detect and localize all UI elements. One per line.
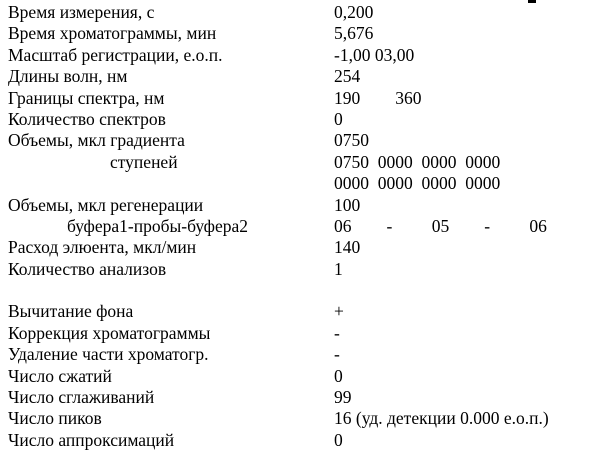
parameter-value: 190 360 — [334, 87, 422, 108]
parameter-value — [334, 280, 607, 301]
parameter-value: 1 — [334, 258, 343, 279]
spacer-row — [0, 280, 607, 301]
parameter-row: Вычитание фона + — [0, 301, 607, 322]
parameter-row: Количество анализов 1 — [0, 259, 607, 280]
parameter-value: 99 — [334, 387, 352, 408]
parameter-row: Число сжатий 0 — [0, 366, 607, 387]
parameter-row: 0000 0000 0000 0000 — [0, 173, 607, 194]
parameter-label: Границы спектра, нм — [8, 87, 165, 108]
parameter-row: буфера1-пробы-буфера2 06 - 05 - 06 — [0, 216, 607, 237]
parameter-label: Число сглаживаний — [8, 387, 155, 408]
parameter-value: 0750 — [334, 130, 369, 151]
parameter-row: Число аппроксимаций 0 — [0, 430, 607, 451]
parameter-label: Время измерения, с — [8, 2, 155, 22]
parameter-row: Число сглаживаний 99 — [0, 387, 607, 408]
parameter-row: Время хроматограммы, мин 5,676 — [0, 23, 607, 44]
parameter-value: - — [334, 344, 340, 365]
parameter-value: 254 — [334, 66, 361, 87]
parameter-row: Длины волн, нм 254 — [0, 66, 607, 87]
parameter-value: + — [334, 301, 344, 322]
parameter-row: ступеней 0750 0000 0000 0000 — [0, 152, 607, 173]
parameter-row: Объемы, мкл регенерации 100 — [0, 195, 607, 216]
parameter-value: 140 — [334, 237, 361, 258]
parameter-label: буфера1-пробы-буфера2 — [67, 215, 249, 236]
parameter-label: Время хроматограммы, мин — [8, 23, 217, 44]
parameter-row: Количество спектров 0 — [0, 109, 607, 130]
parameter-label: Длины волн, нм — [8, 66, 128, 87]
parameter-row: Время измерения, с 0,200 — [0, 2, 607, 23]
parameter-label: Масштаб регистрации, е.о.п. — [8, 44, 223, 65]
parameter-row: Число пиков 16 (уд. детекции 0.000 е.о.п… — [0, 408, 607, 429]
parameter-label: Удаление части хроматогр. — [8, 344, 209, 365]
parameter-label: Расход элюента, мкл/мин — [8, 237, 197, 258]
parameter-value: 100 — [334, 194, 361, 215]
parameter-label — [0, 173, 334, 194]
parameter-row: Масштаб регистрации, е.о.п. -1,00 03,00 — [0, 45, 607, 66]
parameter-value: 0 — [334, 108, 343, 129]
parameter-value: 0 — [334, 365, 343, 386]
parameter-value: 16 (уд. детекции 0.000 е.о.п.) — [334, 408, 549, 429]
parameter-value: 0750 0000 0000 0000 — [334, 151, 501, 172]
parameter-value: - — [334, 322, 340, 343]
cropped-glyph-artifact — [528, 0, 536, 3]
parameter-label: Число сжатий — [8, 365, 112, 386]
parameter-label: Объемы, мкл регенерации — [8, 194, 204, 215]
parameter-row: Коррекция хроматограммы - — [0, 323, 607, 344]
parameter-row: Границы спектра, нм 190 360 — [0, 88, 607, 109]
parameter-label: Количество анализов — [8, 258, 167, 279]
parameter-row: Расход элюента, мкл/мин 140 — [0, 237, 607, 258]
parameter-value: -1,00 03,00 — [334, 44, 415, 65]
parameter-value: 0000 0000 0000 0000 — [334, 173, 501, 194]
parameter-value: 0 — [334, 429, 343, 450]
parameter-value: 0,200 — [334, 2, 374, 22]
parameter-label: Объемы, мкл градиента — [8, 130, 185, 151]
parameter-row: Удаление части хроматогр. - — [0, 344, 607, 365]
parameter-label: Коррекция хроматограммы — [8, 322, 211, 343]
parameter-label: ступеней — [110, 151, 178, 172]
parameter-label: Число пиков — [8, 408, 102, 429]
parameter-label: Количество спектров — [8, 108, 166, 129]
parameter-label: Число аппроксимаций — [8, 429, 175, 450]
parameter-label — [0, 280, 334, 301]
parameter-value: 5,676 — [334, 23, 374, 44]
parameter-label: Вычитание фона — [8, 301, 134, 322]
parameter-value: 06 - 05 - 06 — [334, 215, 547, 236]
parameter-row: Объемы, мкл градиента 0750 — [0, 130, 607, 151]
